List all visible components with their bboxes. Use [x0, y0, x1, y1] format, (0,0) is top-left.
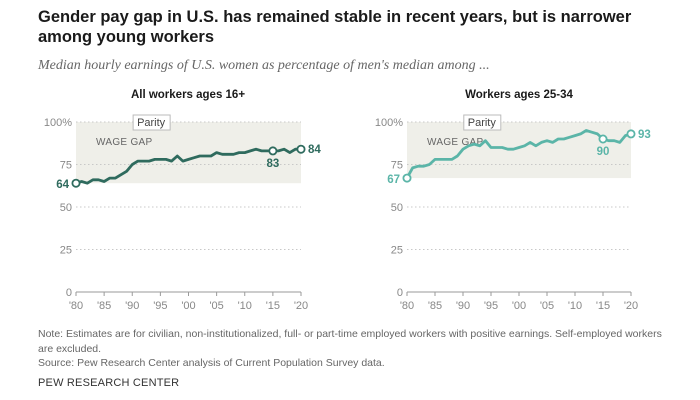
x-tick-label: '20: [624, 300, 638, 312]
brand-label: PEW RESEARCH CENTER: [38, 377, 180, 389]
data-label: 90: [597, 146, 610, 158]
charts-area: All workers ages 16+ 0 25 50 75 100% '80 '85 '90…: [44, 89, 651, 312]
series-line: [405, 129, 633, 180]
data-point: [598, 134, 608, 144]
parity-box: [463, 114, 502, 131]
parity-box: [132, 114, 171, 131]
y-tick-label: 100%: [375, 117, 403, 129]
y-tick-label: 75: [391, 160, 403, 172]
y-tick-label: 25: [391, 245, 403, 257]
x-tick-label: '15: [266, 300, 280, 312]
y-tick-label: 50: [60, 202, 72, 214]
x-tick-label: '10: [238, 300, 252, 312]
x-tick-label: '20: [294, 300, 308, 312]
x-tick-label: '90: [125, 300, 139, 312]
chart-panel-2: Workers ages 25-34 0 25 50 75 100% '80 '85 '90 '9…: [375, 89, 651, 312]
panel-title: Workers ages 25-34: [465, 89, 573, 101]
x-tick-label: '95: [484, 300, 498, 312]
x-tick-label: '85: [428, 300, 442, 312]
data-label: 64: [56, 179, 69, 191]
data-label: 67: [387, 174, 400, 186]
chart-panel-1: All workers ages 16+ 0 25 50 75 100% '80 '85 '90…: [44, 89, 322, 312]
data-point: [402, 173, 412, 183]
wage-gap-band: [76, 122, 301, 184]
x-tick-label: '00: [512, 300, 526, 312]
data-point: [296, 144, 306, 154]
parity-label: Parity: [137, 117, 166, 129]
note-text: Note: Estimates are for civilian, non-in…: [38, 328, 662, 355]
y-tick-label: 75: [60, 160, 72, 172]
x-tick-label: '05: [209, 300, 223, 312]
series-line: [74, 147, 303, 185]
x-tick-label: '00: [181, 300, 195, 312]
x-tick-label: '80: [69, 300, 83, 312]
y-tick-label: 0: [66, 287, 72, 299]
parity-label: Parity: [468, 117, 497, 129]
x-tick-label: '95: [153, 300, 167, 312]
data-point: [268, 146, 278, 156]
x-tick-label: '15: [596, 300, 610, 312]
x-tick-label: '90: [456, 300, 470, 312]
data-point: [71, 178, 81, 188]
data-label: 83: [266, 158, 279, 170]
x-tick-label: '05: [540, 300, 554, 312]
x-tick-label: '10: [568, 300, 582, 312]
data-label: 84: [308, 144, 321, 156]
y-tick-label: 50: [391, 202, 403, 214]
source-text: Source: Pew Research Center analysis of …: [38, 357, 385, 369]
chart-subtitle: Median hourly earnings of U.S. women as …: [38, 58, 490, 73]
x-tick-label: '85: [97, 300, 111, 312]
chart-title: Gender pay gap in U.S. has remained stab…: [38, 8, 632, 46]
y-tick-label: 100%: [44, 117, 72, 129]
x-tick-label: '80: [400, 300, 414, 312]
data-point: [626, 129, 636, 139]
wage-gap-label: WAGE GAP: [96, 137, 153, 148]
y-tick-label: 0: [397, 287, 403, 299]
wage-gap-label: WAGE GAP: [427, 137, 484, 148]
y-tick-label: 25: [60, 245, 72, 257]
footnote: Note: Estimates are for civilian, non-in…: [38, 327, 678, 371]
panel-title: All workers ages 16+: [131, 89, 245, 101]
data-label: 93: [638, 129, 651, 141]
